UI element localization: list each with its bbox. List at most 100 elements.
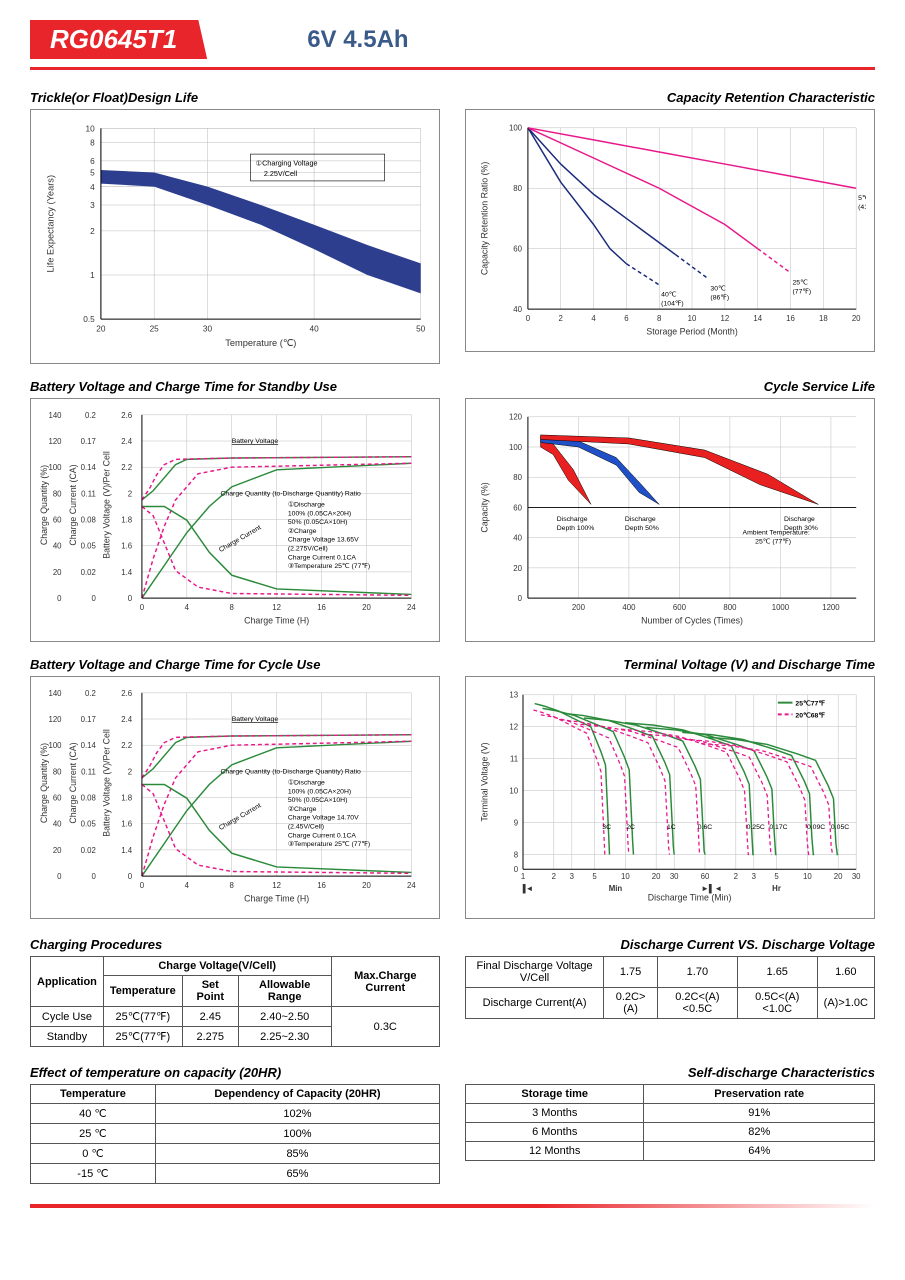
svg-text:20: 20 — [834, 872, 843, 881]
svg-text:Storage Period (Month): Storage Period (Month) — [646, 327, 738, 337]
svg-text:0.02: 0.02 — [81, 568, 96, 577]
svg-text:16: 16 — [317, 880, 326, 889]
footer-divider — [30, 1204, 875, 1208]
svg-text:0.17: 0.17 — [81, 437, 96, 446]
svg-text:Charge Current (CA): Charge Current (CA) — [68, 742, 78, 823]
svg-text:140: 140 — [48, 411, 62, 420]
svg-text:②Charge: ②Charge — [288, 805, 317, 813]
svg-text:Battery Voltage (V)/Per Cell: Battery Voltage (V)/Per Cell — [102, 729, 112, 837]
svg-text:120: 120 — [48, 715, 62, 724]
svg-text:Charge Voltage 14.70V: Charge Voltage 14.70V — [288, 814, 359, 821]
svg-text:4: 4 — [591, 314, 596, 323]
table-discharge-current: Final Discharge Voltage V/Cell 1.75 1.70… — [465, 956, 875, 1019]
svg-text:2: 2 — [559, 314, 563, 323]
svg-text:②Charge: ②Charge — [288, 527, 317, 535]
table4-title: Self-discharge Characteristics — [465, 1065, 875, 1080]
model-badge: RG0645T1 — [30, 20, 207, 59]
svg-text:0: 0 — [128, 872, 133, 881]
table-charging-procedures: Application Charge Voltage(V/Cell) Max.C… — [30, 956, 440, 1047]
svg-text:Discharge: Discharge — [784, 516, 815, 523]
svg-text:Number of Cycles (Times): Number of Cycles (Times) — [641, 616, 743, 626]
svg-text:13: 13 — [509, 690, 518, 699]
chart5-title: Battery Voltage and Charge Time for Cycl… — [30, 657, 440, 672]
svg-text:Terminal Voltage (V): Terminal Voltage (V) — [480, 742, 490, 821]
svg-text:60: 60 — [53, 516, 62, 525]
svg-text:20: 20 — [362, 880, 371, 889]
svg-text:100: 100 — [509, 124, 523, 133]
svg-text:0.11: 0.11 — [81, 767, 96, 776]
svg-text:Discharge: Discharge — [625, 516, 656, 523]
chart3-standby-charge: 000200.021.4400.051.6600.081.8800.112100… — [30, 398, 440, 641]
table2-title: Discharge Current VS. Discharge Voltage — [465, 937, 875, 952]
svg-text:2.4: 2.4 — [121, 715, 133, 724]
svg-text:0.08: 0.08 — [81, 516, 97, 525]
svg-text:60: 60 — [701, 872, 710, 881]
svg-text:2C: 2C — [626, 824, 635, 831]
svg-text:0.5: 0.5 — [83, 315, 95, 324]
svg-text:40: 40 — [53, 819, 62, 828]
chart4-cycle-life: 02040608010012020040060080010001200Disch… — [465, 398, 875, 641]
svg-text:100% (0.05CA×20H): 100% (0.05CA×20H) — [288, 788, 351, 795]
svg-text:80: 80 — [53, 490, 62, 499]
svg-text:Battery Voltage (V)/Per Cell: Battery Voltage (V)/Per Cell — [102, 451, 112, 559]
svg-text:400: 400 — [622, 603, 636, 612]
t1-h-app: Application — [31, 957, 104, 1007]
svg-text:0.14: 0.14 — [81, 463, 97, 472]
svg-text:Battery Voltage: Battery Voltage — [232, 438, 279, 445]
svg-text:30: 30 — [852, 872, 861, 881]
t1-sh-range: Allowable Range — [238, 976, 331, 1007]
svg-text:25℃: 25℃ — [792, 280, 808, 287]
svg-text:2: 2 — [128, 767, 132, 776]
svg-text:50% (0.05CA×10H): 50% (0.05CA×10H) — [288, 797, 348, 804]
svg-text:18: 18 — [819, 314, 828, 323]
svg-text:0.17C: 0.17C — [769, 824, 787, 831]
svg-text:Discharge: Discharge — [557, 516, 588, 523]
svg-text:25: 25 — [150, 325, 160, 334]
svg-text:30: 30 — [670, 872, 679, 881]
svg-text:12: 12 — [272, 603, 281, 612]
svg-text:0.2: 0.2 — [85, 411, 96, 420]
svg-text:1.4: 1.4 — [121, 568, 133, 577]
svg-text:25℃ (77℉): 25℃ (77℉) — [755, 539, 791, 546]
svg-text:9: 9 — [514, 818, 518, 827]
svg-text:16: 16 — [786, 314, 795, 323]
svg-text:40: 40 — [309, 325, 319, 334]
svg-text:0.14: 0.14 — [81, 741, 97, 750]
svg-text:Capacity Retention Ratio (%): Capacity Retention Ratio (%) — [480, 162, 490, 276]
svg-text:5: 5 — [592, 872, 597, 881]
svg-text:10: 10 — [688, 314, 697, 323]
svg-text:4: 4 — [185, 880, 190, 889]
svg-text:40: 40 — [513, 534, 522, 543]
svg-text:2.6: 2.6 — [121, 688, 133, 697]
svg-text:50: 50 — [416, 325, 426, 334]
svg-text:30: 30 — [203, 325, 213, 334]
svg-text:2: 2 — [552, 872, 556, 881]
svg-text:8: 8 — [514, 850, 519, 859]
svg-text:20: 20 — [852, 314, 861, 323]
svg-text:100: 100 — [509, 443, 523, 452]
header-divider — [30, 67, 875, 70]
svg-text:1.8: 1.8 — [121, 516, 133, 525]
svg-text:Charge Time (H): Charge Time (H) — [244, 893, 309, 903]
svg-text:10: 10 — [803, 872, 812, 881]
svg-text:Min: Min — [609, 883, 623, 892]
t1-h-cv: Charge Voltage(V/Cell) — [103, 957, 331, 976]
spec-label: 6V 4.5Ah — [307, 26, 408, 54]
svg-text:0.08: 0.08 — [81, 793, 97, 802]
chart1-title: Trickle(or Float)Design Life — [30, 90, 440, 105]
svg-text:1: 1 — [90, 271, 95, 280]
svg-text:40: 40 — [513, 305, 522, 314]
svg-text:12: 12 — [509, 722, 518, 731]
t1-sh-temp: Temperature — [103, 976, 182, 1007]
table1-title: Charging Procedures — [30, 937, 440, 952]
svg-text:2: 2 — [90, 227, 95, 236]
svg-text:Charge Voltage 13.65V: Charge Voltage 13.65V — [288, 537, 359, 544]
svg-text:50% (0.05CA×10H): 50% (0.05CA×10H) — [288, 519, 348, 526]
svg-text:③Temperature 25℃ (77℉): ③Temperature 25℃ (77℉) — [288, 840, 370, 848]
svg-text:3C: 3C — [602, 824, 611, 831]
svg-text:20: 20 — [96, 325, 106, 334]
svg-text:1: 1 — [521, 872, 525, 881]
svg-text:60: 60 — [513, 504, 522, 513]
svg-text:3: 3 — [90, 201, 95, 210]
svg-text:0: 0 — [91, 594, 96, 603]
